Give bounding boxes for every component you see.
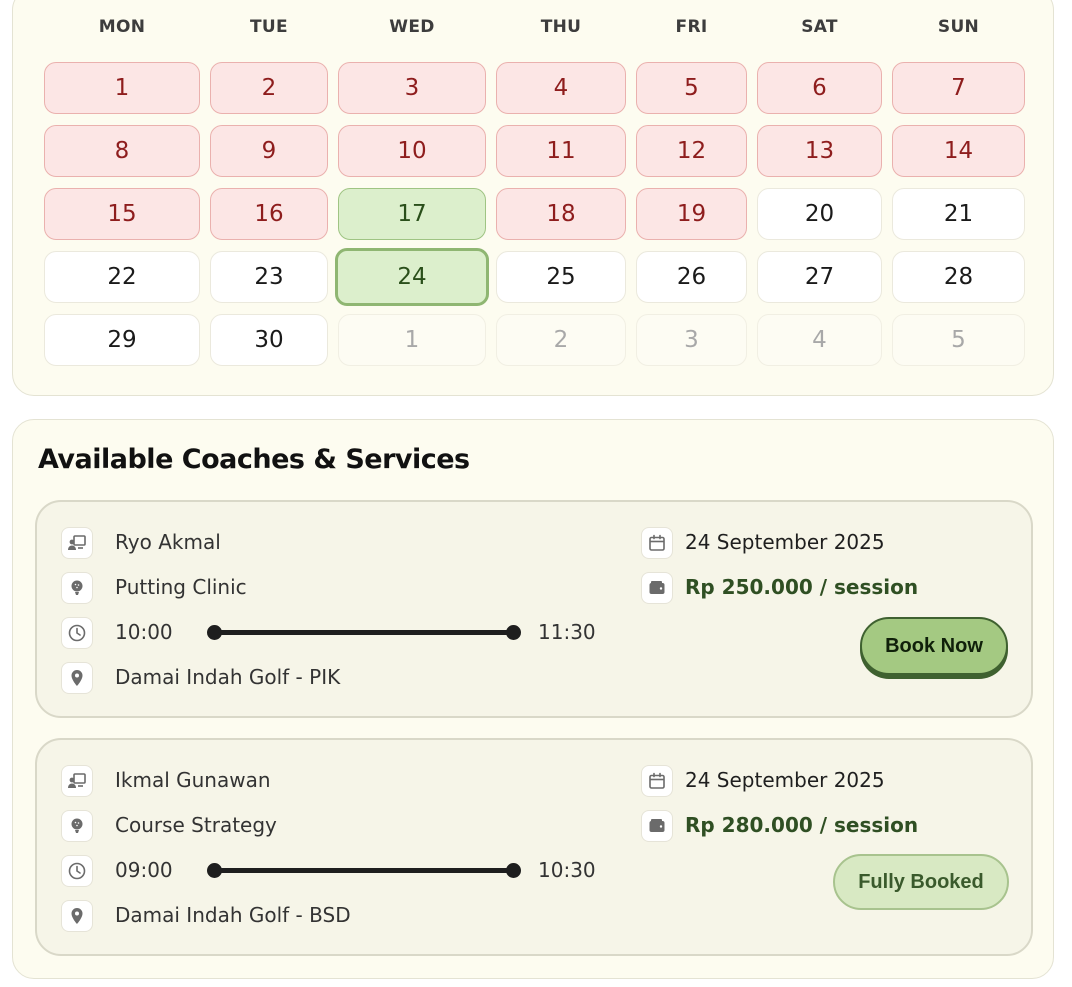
service-price: Rp 280.000 / session xyxy=(685,813,919,837)
calendar-icon xyxy=(641,527,673,559)
start-time: 09:00 xyxy=(115,858,173,882)
calendar-day-booked[interactable]: 15 xyxy=(44,188,200,240)
service-price: Rp 250.000 / session xyxy=(685,575,919,599)
location: Damai Indah Golf - PIK xyxy=(115,665,341,689)
calendar-day-booked[interactable]: 5 xyxy=(636,62,747,114)
calendar-day-booked[interactable]: 2 xyxy=(210,62,328,114)
slider-start-handle[interactable] xyxy=(207,863,222,878)
coaches-services-card: Available Coaches & Services Ryo Akmal P… xyxy=(12,419,1054,979)
service-card: Ikmal Gunawan Course Strategy 09:00 10:3… xyxy=(35,738,1033,956)
weekday-header: THU xyxy=(540,17,582,37)
clock-icon xyxy=(61,617,93,649)
weekday-header: WED xyxy=(389,17,435,37)
time-range-slider[interactable] xyxy=(207,863,521,878)
calendar-day-other-month: 5 xyxy=(892,314,1025,366)
weekday-header: SAT xyxy=(801,17,838,37)
calendar-day-booked[interactable]: 8 xyxy=(44,125,200,177)
calendar-day-booked[interactable]: 14 xyxy=(892,125,1025,177)
weekday-header: MON xyxy=(98,17,146,37)
calendar-day-booked[interactable]: 12 xyxy=(636,125,747,177)
service-date: 24 September 2025 xyxy=(685,768,885,792)
calendar-day-open[interactable]: 25 xyxy=(496,251,626,303)
coach-icon xyxy=(61,527,93,559)
coach-name: Ikmal Gunawan xyxy=(115,768,271,792)
weekday-header: SUN xyxy=(937,17,980,37)
service-name: Putting Clinic xyxy=(115,575,247,599)
calendar-day-booked[interactable]: 9 xyxy=(210,125,328,177)
calendar-day-open[interactable]: 22 xyxy=(44,251,200,303)
wallet-icon xyxy=(641,572,673,604)
calendar-day-booked[interactable]: 13 xyxy=(757,125,882,177)
calendar-day-booked[interactable]: 4 xyxy=(496,62,626,114)
calendar-day-selected[interactable]: 24 xyxy=(335,248,489,306)
calendar-day-open[interactable]: 23 xyxy=(210,251,328,303)
fully-booked-button: Fully Booked xyxy=(833,854,1009,910)
calendar-day-booked[interactable]: 1 xyxy=(44,62,200,114)
service-date: 24 September 2025 xyxy=(685,530,885,554)
calendar-day-booked[interactable]: 16 xyxy=(210,188,328,240)
golf-ball-icon xyxy=(61,572,93,604)
calendar-day-other-month: 1 xyxy=(338,314,486,366)
calendar-day-open[interactable]: 29 xyxy=(44,314,200,366)
slider-end-handle[interactable] xyxy=(506,625,521,640)
book-now-button[interactable]: Book Now xyxy=(860,617,1008,675)
calendar-day-booked[interactable]: 11 xyxy=(496,125,626,177)
service-card: Ryo Akmal Putting Clinic 10:00 11:30 Dam… xyxy=(35,500,1033,718)
calendar-day-other-month: 2 xyxy=(496,314,626,366)
clock-icon xyxy=(61,855,93,887)
time-range-slider[interactable] xyxy=(207,625,521,640)
service-name: Course Strategy xyxy=(115,813,277,837)
calendar-day-booked[interactable]: 10 xyxy=(338,125,486,177)
wallet-icon xyxy=(641,810,673,842)
calendar-day-booked[interactable]: 7 xyxy=(892,62,1025,114)
calendar-day-booked[interactable]: 18 xyxy=(496,188,626,240)
weekday-header: TUE xyxy=(250,17,288,37)
calendar-day-other-month: 3 xyxy=(636,314,747,366)
section-title: Available Coaches & Services xyxy=(38,444,470,475)
map-pin-icon xyxy=(61,900,93,932)
calendar-day-open[interactable]: 21 xyxy=(892,188,1025,240)
calendar-day-open[interactable]: 26 xyxy=(636,251,747,303)
calendar-icon xyxy=(641,765,673,797)
calendar-day-open[interactable]: 20 xyxy=(757,188,882,240)
end-time: 10:30 xyxy=(538,858,596,882)
end-time: 11:30 xyxy=(538,620,596,644)
slider-end-handle[interactable] xyxy=(506,863,521,878)
weekday-header: FRI xyxy=(675,17,708,37)
coach-icon xyxy=(61,765,93,797)
coach-name: Ryo Akmal xyxy=(115,530,221,554)
golf-ball-icon xyxy=(61,810,93,842)
calendar-day-available[interactable]: 17 xyxy=(338,188,486,240)
calendar-day-booked[interactable]: 6 xyxy=(757,62,882,114)
calendar-day-other-month: 4 xyxy=(757,314,882,366)
slider-start-handle[interactable] xyxy=(207,625,222,640)
calendar-day-open[interactable]: 30 xyxy=(210,314,328,366)
map-pin-icon xyxy=(61,662,93,694)
calendar-day-booked[interactable]: 3 xyxy=(338,62,486,114)
calendar-day-booked[interactable]: 19 xyxy=(636,188,747,240)
calendar-card: MON TUE WED THU FRI SAT SUN 1 2 3 4 5 6 7 8 9 10 11 12 13 14… xyxy=(12,0,1054,396)
calendar-day-open[interactable]: 27 xyxy=(757,251,882,303)
calendar-day-open[interactable]: 28 xyxy=(892,251,1025,303)
location: Damai Indah Golf - BSD xyxy=(115,903,351,927)
start-time: 10:00 xyxy=(115,620,173,644)
